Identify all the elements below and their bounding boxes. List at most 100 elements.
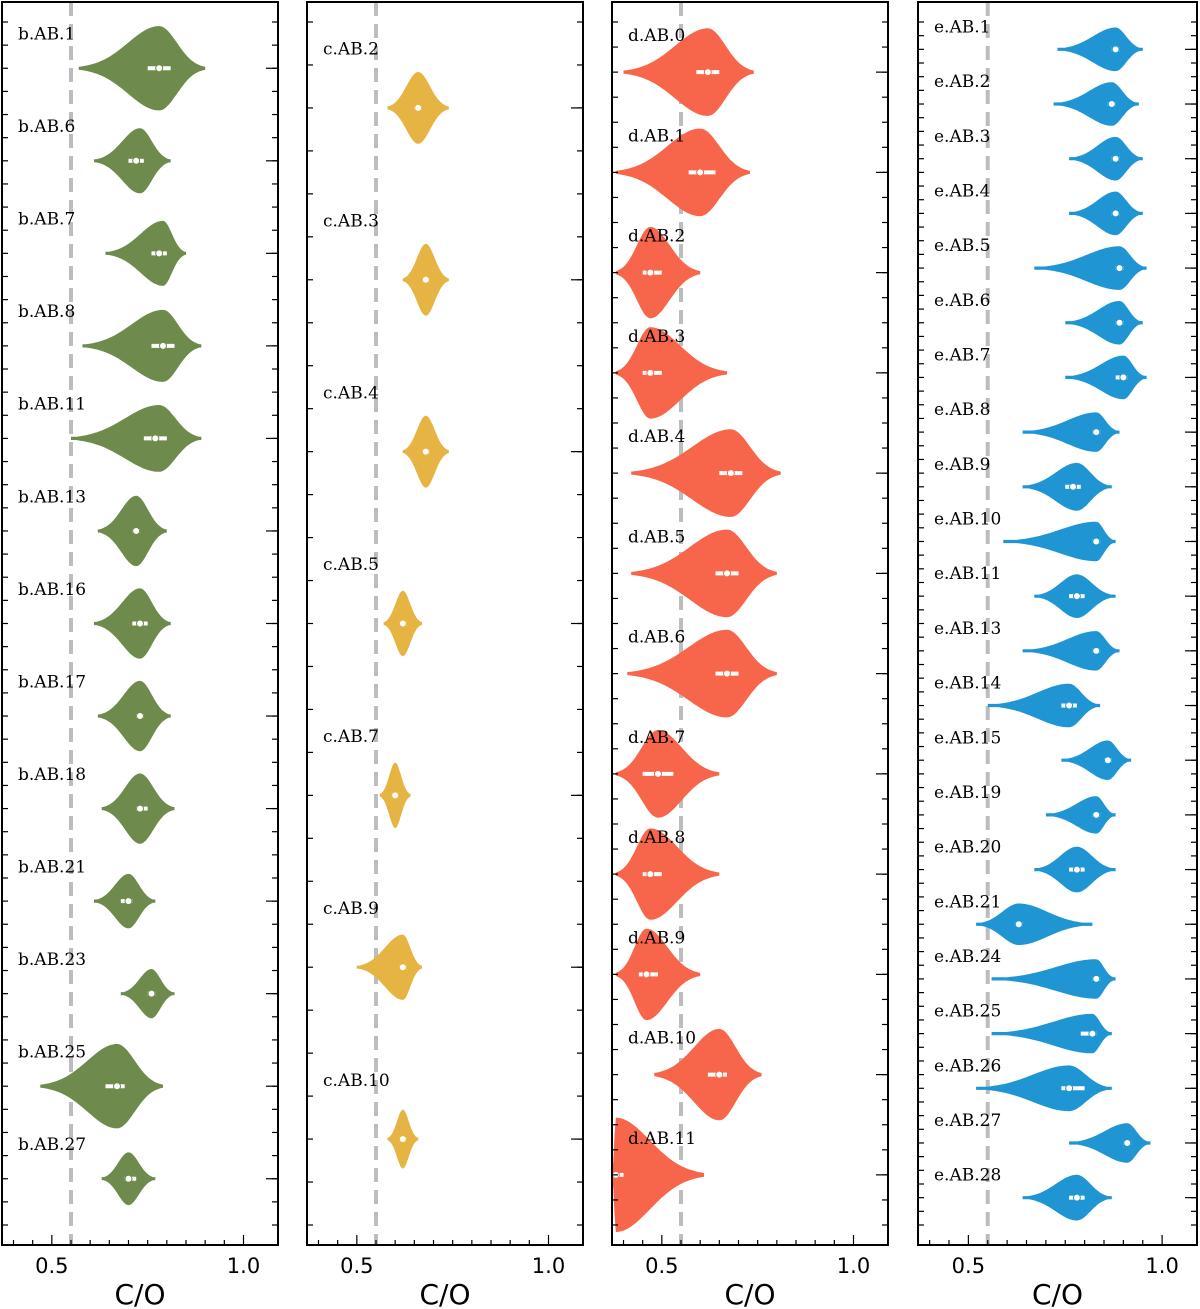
violin-label: e.AB.26 bbox=[934, 1056, 1001, 1076]
violin-e.AB.7 bbox=[1065, 355, 1147, 400]
violin-label: c.AB.5 bbox=[323, 555, 379, 575]
median-marker bbox=[136, 804, 144, 813]
median-marker bbox=[1065, 1084, 1074, 1093]
violin-label: e.AB.15 bbox=[934, 728, 1001, 748]
violin-d.AB.8 bbox=[615, 828, 720, 920]
violin-e.AB.26 bbox=[976, 1065, 1112, 1112]
violin-label: d.AB.8 bbox=[628, 828, 685, 848]
median-marker bbox=[136, 619, 144, 628]
median-marker bbox=[1065, 701, 1074, 710]
violin-group bbox=[356, 72, 449, 1169]
median-marker bbox=[1088, 1029, 1097, 1038]
median-marker bbox=[1072, 592, 1081, 601]
violin-d.AB.0 bbox=[623, 28, 754, 116]
violin-e.AB.25 bbox=[991, 1013, 1112, 1054]
x-tick-label: 1.0 bbox=[1145, 1254, 1178, 1278]
median-marker bbox=[398, 1135, 407, 1144]
median-marker bbox=[1111, 45, 1120, 54]
violin-b.AB.1 bbox=[78, 26, 206, 111]
violin-label: c.AB.3 bbox=[323, 212, 379, 232]
panel-b: b.AB.1 b.AB.6 b.AB.7 b.AB.8 b.AB.11 b.AB.13 b.… bbox=[1, 1, 279, 1309]
violin-label: c.AB.10 bbox=[323, 1071, 390, 1091]
violin-label: b.AB.11 bbox=[18, 395, 86, 415]
median-marker bbox=[654, 769, 662, 778]
violin-label: e.AB.8 bbox=[934, 400, 990, 420]
violin-label: b.AB.27 bbox=[18, 1135, 86, 1155]
violin-label: b.AB.23 bbox=[18, 950, 86, 970]
violin-b.AB.7 bbox=[105, 220, 186, 286]
x-tick-label: 1.0 bbox=[837, 1254, 870, 1278]
violin-label: b.AB.17 bbox=[18, 672, 86, 692]
median-marker bbox=[1069, 482, 1077, 491]
median-marker bbox=[646, 268, 655, 277]
y-ticks bbox=[307, 21, 583, 1226]
violin-e.AB.4 bbox=[1069, 191, 1143, 236]
median-marker bbox=[421, 447, 430, 456]
panel-d: d.AB.0 d.AB.1 d.AB.2 d.AB.3 d.AB.4 d.AB.5 d.AB… bbox=[611, 1, 889, 1309]
violin-label: d.AB.9 bbox=[628, 928, 685, 948]
violin-b.AB.17 bbox=[97, 680, 171, 752]
median-marker bbox=[421, 275, 430, 284]
x-ticks bbox=[929, 1235, 1163, 1245]
violin-d.AB.3 bbox=[615, 327, 727, 419]
violin-label: e.AB.14 bbox=[934, 674, 1001, 694]
violin-label: c.AB.4 bbox=[323, 383, 379, 403]
violin-b.AB.8 bbox=[82, 309, 202, 382]
violin-e.AB.14 bbox=[987, 683, 1101, 728]
x-axis-label: C/O bbox=[114, 1278, 165, 1309]
violin-e.AB.10 bbox=[1003, 521, 1116, 562]
median-marker bbox=[1072, 865, 1081, 874]
violin-e.AB.21 bbox=[976, 903, 1093, 945]
violin-label: d.AB.7 bbox=[628, 728, 685, 748]
violin-label: e.AB.13 bbox=[934, 619, 1001, 639]
violin-b.AB.11 bbox=[71, 405, 202, 472]
violin-group bbox=[612, 28, 781, 1232]
violin-label: e.AB.6 bbox=[934, 291, 990, 311]
violin-label: d.AB.0 bbox=[628, 26, 685, 46]
violin-group bbox=[976, 27, 1151, 1221]
median-marker bbox=[414, 103, 423, 112]
median-marker bbox=[1092, 646, 1101, 655]
median-marker bbox=[398, 963, 407, 972]
violin-label: e.AB.5 bbox=[934, 236, 990, 256]
violin-label: e.AB.27 bbox=[934, 1111, 1001, 1131]
violin-e.AB.27 bbox=[1069, 1123, 1151, 1163]
violin-label: d.AB.11 bbox=[628, 1129, 696, 1149]
median-marker bbox=[723, 569, 731, 578]
violin-label: b.AB.16 bbox=[18, 580, 86, 600]
median-marker bbox=[646, 368, 655, 377]
median-marker bbox=[136, 712, 144, 721]
violin-label: b.AB.1 bbox=[18, 25, 75, 45]
median-marker bbox=[1103, 756, 1112, 765]
x-axis-label: C/O bbox=[419, 1278, 470, 1309]
violin-e.AB.15 bbox=[1061, 740, 1132, 780]
violin-e.AB.13 bbox=[1022, 631, 1120, 671]
panel-frame bbox=[611, 1, 889, 1246]
violin-label: c.AB.7 bbox=[323, 727, 379, 747]
violin-b.AB.25 bbox=[40, 1044, 163, 1129]
median-marker bbox=[723, 669, 731, 678]
median-marker bbox=[132, 526, 141, 535]
x-ticks bbox=[317, 1235, 550, 1245]
violin-d.AB.4 bbox=[631, 429, 781, 517]
median-marker bbox=[642, 970, 651, 979]
median-marker bbox=[1092, 537, 1101, 546]
violin-label: e.AB.11 bbox=[934, 564, 1001, 584]
violin-label: e.AB.3 bbox=[934, 127, 990, 147]
violin-label: e.AB.19 bbox=[934, 783, 1001, 803]
violin-label: e.AB.7 bbox=[934, 345, 990, 365]
violin-label: e.AB.1 bbox=[934, 17, 990, 37]
y-ticks bbox=[918, 21, 1197, 1226]
median-marker bbox=[1123, 1138, 1132, 1147]
x-tick-label: 0.5 bbox=[952, 1254, 985, 1278]
x-ticks bbox=[12, 1235, 245, 1245]
x-axis-label: C/O bbox=[724, 1278, 775, 1309]
median-marker bbox=[696, 168, 705, 177]
violin-label: b.AB.6 bbox=[18, 117, 75, 137]
median-marker bbox=[726, 469, 735, 478]
median-marker bbox=[1092, 428, 1101, 437]
violin-label: b.AB.21 bbox=[18, 857, 86, 877]
violin-label: e.AB.2 bbox=[934, 72, 990, 92]
median-marker bbox=[1119, 373, 1128, 382]
violin-label: d.AB.4 bbox=[628, 427, 685, 447]
